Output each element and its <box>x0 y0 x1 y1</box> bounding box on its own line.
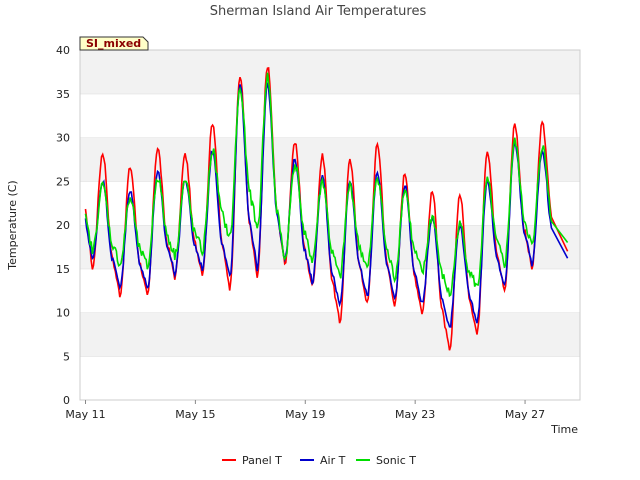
y-tick-label: 10 <box>56 307 70 320</box>
site-badge: SI_mixed <box>79 36 149 51</box>
y-tick-label: 25 <box>56 175 70 188</box>
x-tick-label: May 27 <box>505 408 545 421</box>
plot-frame <box>79 49 581 401</box>
y-tick-label: 30 <box>56 132 70 145</box>
y-axis: 0 5 10 15 20 25 30 35 40 <box>56 44 70 407</box>
y-tick-label: 0 <box>63 394 70 407</box>
y-tick-label: 15 <box>56 263 70 276</box>
grid-band <box>80 137 580 182</box>
series-line-sonic-t <box>84 72 569 298</box>
y-tick-label: 5 <box>63 350 70 363</box>
legend-label: Sonic T <box>376 454 416 467</box>
legend-label: Air T <box>320 454 346 467</box>
chart-title: Sherman Island Air Temperatures <box>210 4 427 19</box>
grid-band <box>80 312 580 357</box>
y-tick-label: 40 <box>56 44 70 57</box>
grid-bands <box>80 49 580 400</box>
grid-band <box>80 93 580 138</box>
x-tick-label: May 19 <box>285 408 325 421</box>
x-tick-label: May 23 <box>395 408 435 421</box>
legend-label: Panel T <box>242 454 282 467</box>
x-axis: May 11 May 15 May 19 May 23 May 27 <box>65 400 545 421</box>
site-badge-text: SI_mixed <box>86 37 141 50</box>
x-axis-title: Time <box>550 423 578 436</box>
x-tick-label: May 11 <box>65 408 105 421</box>
grid-band <box>80 268 580 313</box>
y-tick-label: 20 <box>56 219 70 232</box>
y-axis-title: Temperature (C) <box>6 180 19 270</box>
y-tick-label: 35 <box>56 88 70 101</box>
grid-band <box>80 50 580 94</box>
legend: Panel T Air T Sonic T <box>222 454 416 467</box>
x-tick-label: May 15 <box>175 408 215 421</box>
series-layer <box>84 67 569 351</box>
grid-band <box>80 356 580 400</box>
